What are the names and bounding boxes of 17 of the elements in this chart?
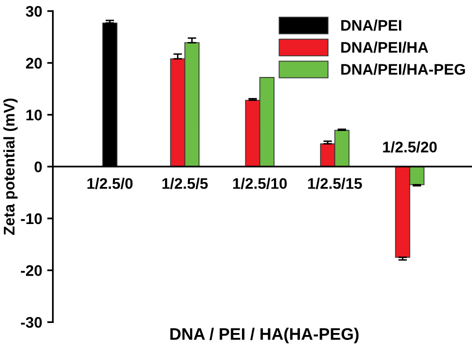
x-tick-label: 1/2.5/20: [383, 141, 437, 153]
y-tick-label: 10: [26, 110, 42, 120]
legend-label: DNA/PEI/HA: [341, 42, 428, 53]
y-axis-title: Zeta potential (mV): [3, 98, 18, 235]
x-tick-label: 1/2.5/5: [162, 178, 208, 190]
y-tick-label: -20: [20, 265, 42, 276]
x-axis-title: DNA / PEI / HA(HA-PEG): [170, 328, 359, 344]
y-tick-label: 20: [26, 58, 42, 69]
x-tick-label: 1/2.5/15: [308, 178, 362, 190]
x-tick-label: 1/2.5/0: [87, 178, 133, 190]
legend-label: DNA/PEI/HA-PEG: [341, 64, 465, 75]
x-tick-label: 1/2.5/10: [233, 178, 287, 190]
y-tick-label: 0: [34, 161, 42, 172]
y-tick-label: -10: [20, 213, 42, 224]
legend-label: DNA/PEI: [341, 20, 402, 31]
y-tick-label: -30: [20, 316, 42, 328]
y-tick-label: 30: [26, 6, 42, 17]
